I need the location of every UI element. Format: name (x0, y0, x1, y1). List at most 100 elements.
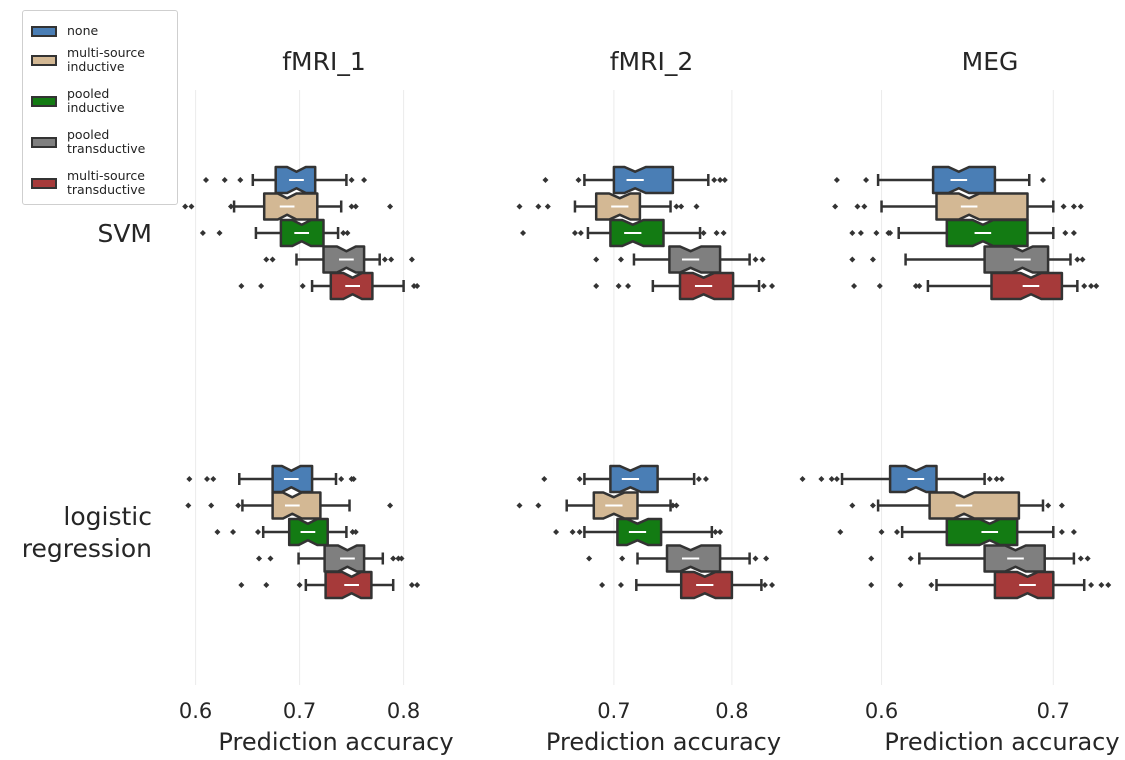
box-none (186, 464, 357, 494)
flier-point (535, 203, 542, 210)
legend-label: multi-source transductive (67, 168, 146, 197)
flier-point (695, 476, 702, 482)
flier-point (833, 177, 840, 183)
box-pooled-inductive (837, 517, 1077, 547)
flier-point (863, 177, 870, 183)
x-tick-label: 0.7 (597, 699, 630, 723)
flier-point (752, 256, 759, 263)
box-none (542, 165, 728, 195)
box-none (203, 165, 368, 195)
flier-point (1079, 256, 1086, 263)
panel-meg-logistic-regression (799, 464, 1112, 600)
flier-point (544, 203, 551, 210)
flier-point (408, 256, 415, 263)
flier-point (1074, 256, 1081, 263)
flier-point (868, 582, 875, 588)
x-axis-label: Prediction accuracy (218, 728, 453, 756)
box-multi-source-transductive (868, 570, 1112, 600)
flier-point (669, 502, 676, 509)
flier-point (199, 230, 206, 236)
box-multi-source-transductive (851, 271, 1100, 301)
flier-point (344, 230, 351, 236)
legend-item-none: none (31, 24, 98, 38)
flier-point (586, 555, 593, 562)
flier-point (238, 582, 245, 588)
flier-point (352, 529, 359, 535)
flier-point (1077, 203, 1084, 210)
box-pooled-inductive (849, 218, 1077, 248)
panel-title: fMRI_1 (282, 47, 366, 76)
flier-point (256, 555, 263, 562)
flier-point (869, 502, 876, 509)
flier-point (828, 476, 835, 482)
flier-point (849, 502, 856, 509)
box-body (928, 491, 1021, 520)
flier-point (535, 502, 542, 509)
flier-point (576, 529, 583, 535)
x-tick-label: 0.6 (865, 699, 898, 723)
flier-point (1045, 502, 1052, 509)
flier-point (678, 203, 685, 210)
flier-point (230, 529, 237, 535)
flier-point (878, 529, 885, 535)
flier-point (299, 283, 306, 289)
flier-point (1098, 582, 1105, 588)
flier-point (837, 529, 844, 535)
flier-point (851, 283, 858, 289)
flier-point (1058, 529, 1065, 535)
flier-point (216, 230, 223, 236)
box-multi-source-transductive (238, 570, 421, 600)
flier-point (869, 256, 876, 263)
box-multi-source-transductive (238, 271, 421, 301)
flier-point (887, 230, 894, 236)
flier-point (577, 230, 584, 236)
box-pooled-transductive (849, 245, 1086, 274)
flier-point (267, 555, 274, 562)
flier-point (861, 203, 868, 210)
box-multi-source-inductive (185, 491, 394, 520)
flier-point (760, 283, 767, 289)
flier-point (516, 203, 523, 210)
flier-point (617, 256, 624, 263)
flier-point (1058, 502, 1065, 509)
flier-point (599, 582, 606, 588)
flier-point (188, 203, 195, 210)
flier-point (799, 476, 806, 482)
flier-point (361, 177, 368, 183)
box-multi-source-inductive (832, 192, 1084, 221)
x-tick-label: 0.8 (387, 699, 420, 723)
flier-point (1105, 582, 1112, 588)
x-tick-label: 0.6 (179, 699, 212, 723)
flier-point (833, 476, 840, 482)
flier-point (769, 582, 776, 588)
flier-point (712, 529, 719, 535)
box-multi-source-inductive (516, 491, 680, 520)
row-label-line: SVM (97, 219, 152, 248)
legend-swatch (31, 95, 57, 107)
flier-point (387, 203, 394, 210)
flier-point (1060, 203, 1067, 210)
box-pooled-transductive (256, 544, 405, 573)
row-label-line: regression (22, 534, 152, 563)
flier-point (408, 582, 415, 588)
box-pooled-inductive (553, 517, 724, 547)
legend-swatch (31, 177, 57, 189)
flier-point (761, 582, 768, 588)
flier-point (717, 529, 724, 535)
box-pooled-transductive (263, 245, 415, 274)
flier-point (1070, 529, 1077, 535)
flier-point (227, 203, 234, 210)
flier-point (752, 555, 759, 562)
row-label: logistic regression (22, 502, 152, 563)
flier-point (204, 476, 211, 482)
flier-point (387, 502, 394, 509)
flier-point (912, 283, 919, 289)
legend-swatch (31, 54, 57, 66)
flier-point (576, 476, 583, 482)
box-multi-source-inductive (516, 192, 700, 221)
box-none (833, 165, 1046, 195)
flier-point (296, 582, 303, 588)
flier-point (897, 582, 904, 588)
box-pooled-inductive (214, 517, 359, 547)
